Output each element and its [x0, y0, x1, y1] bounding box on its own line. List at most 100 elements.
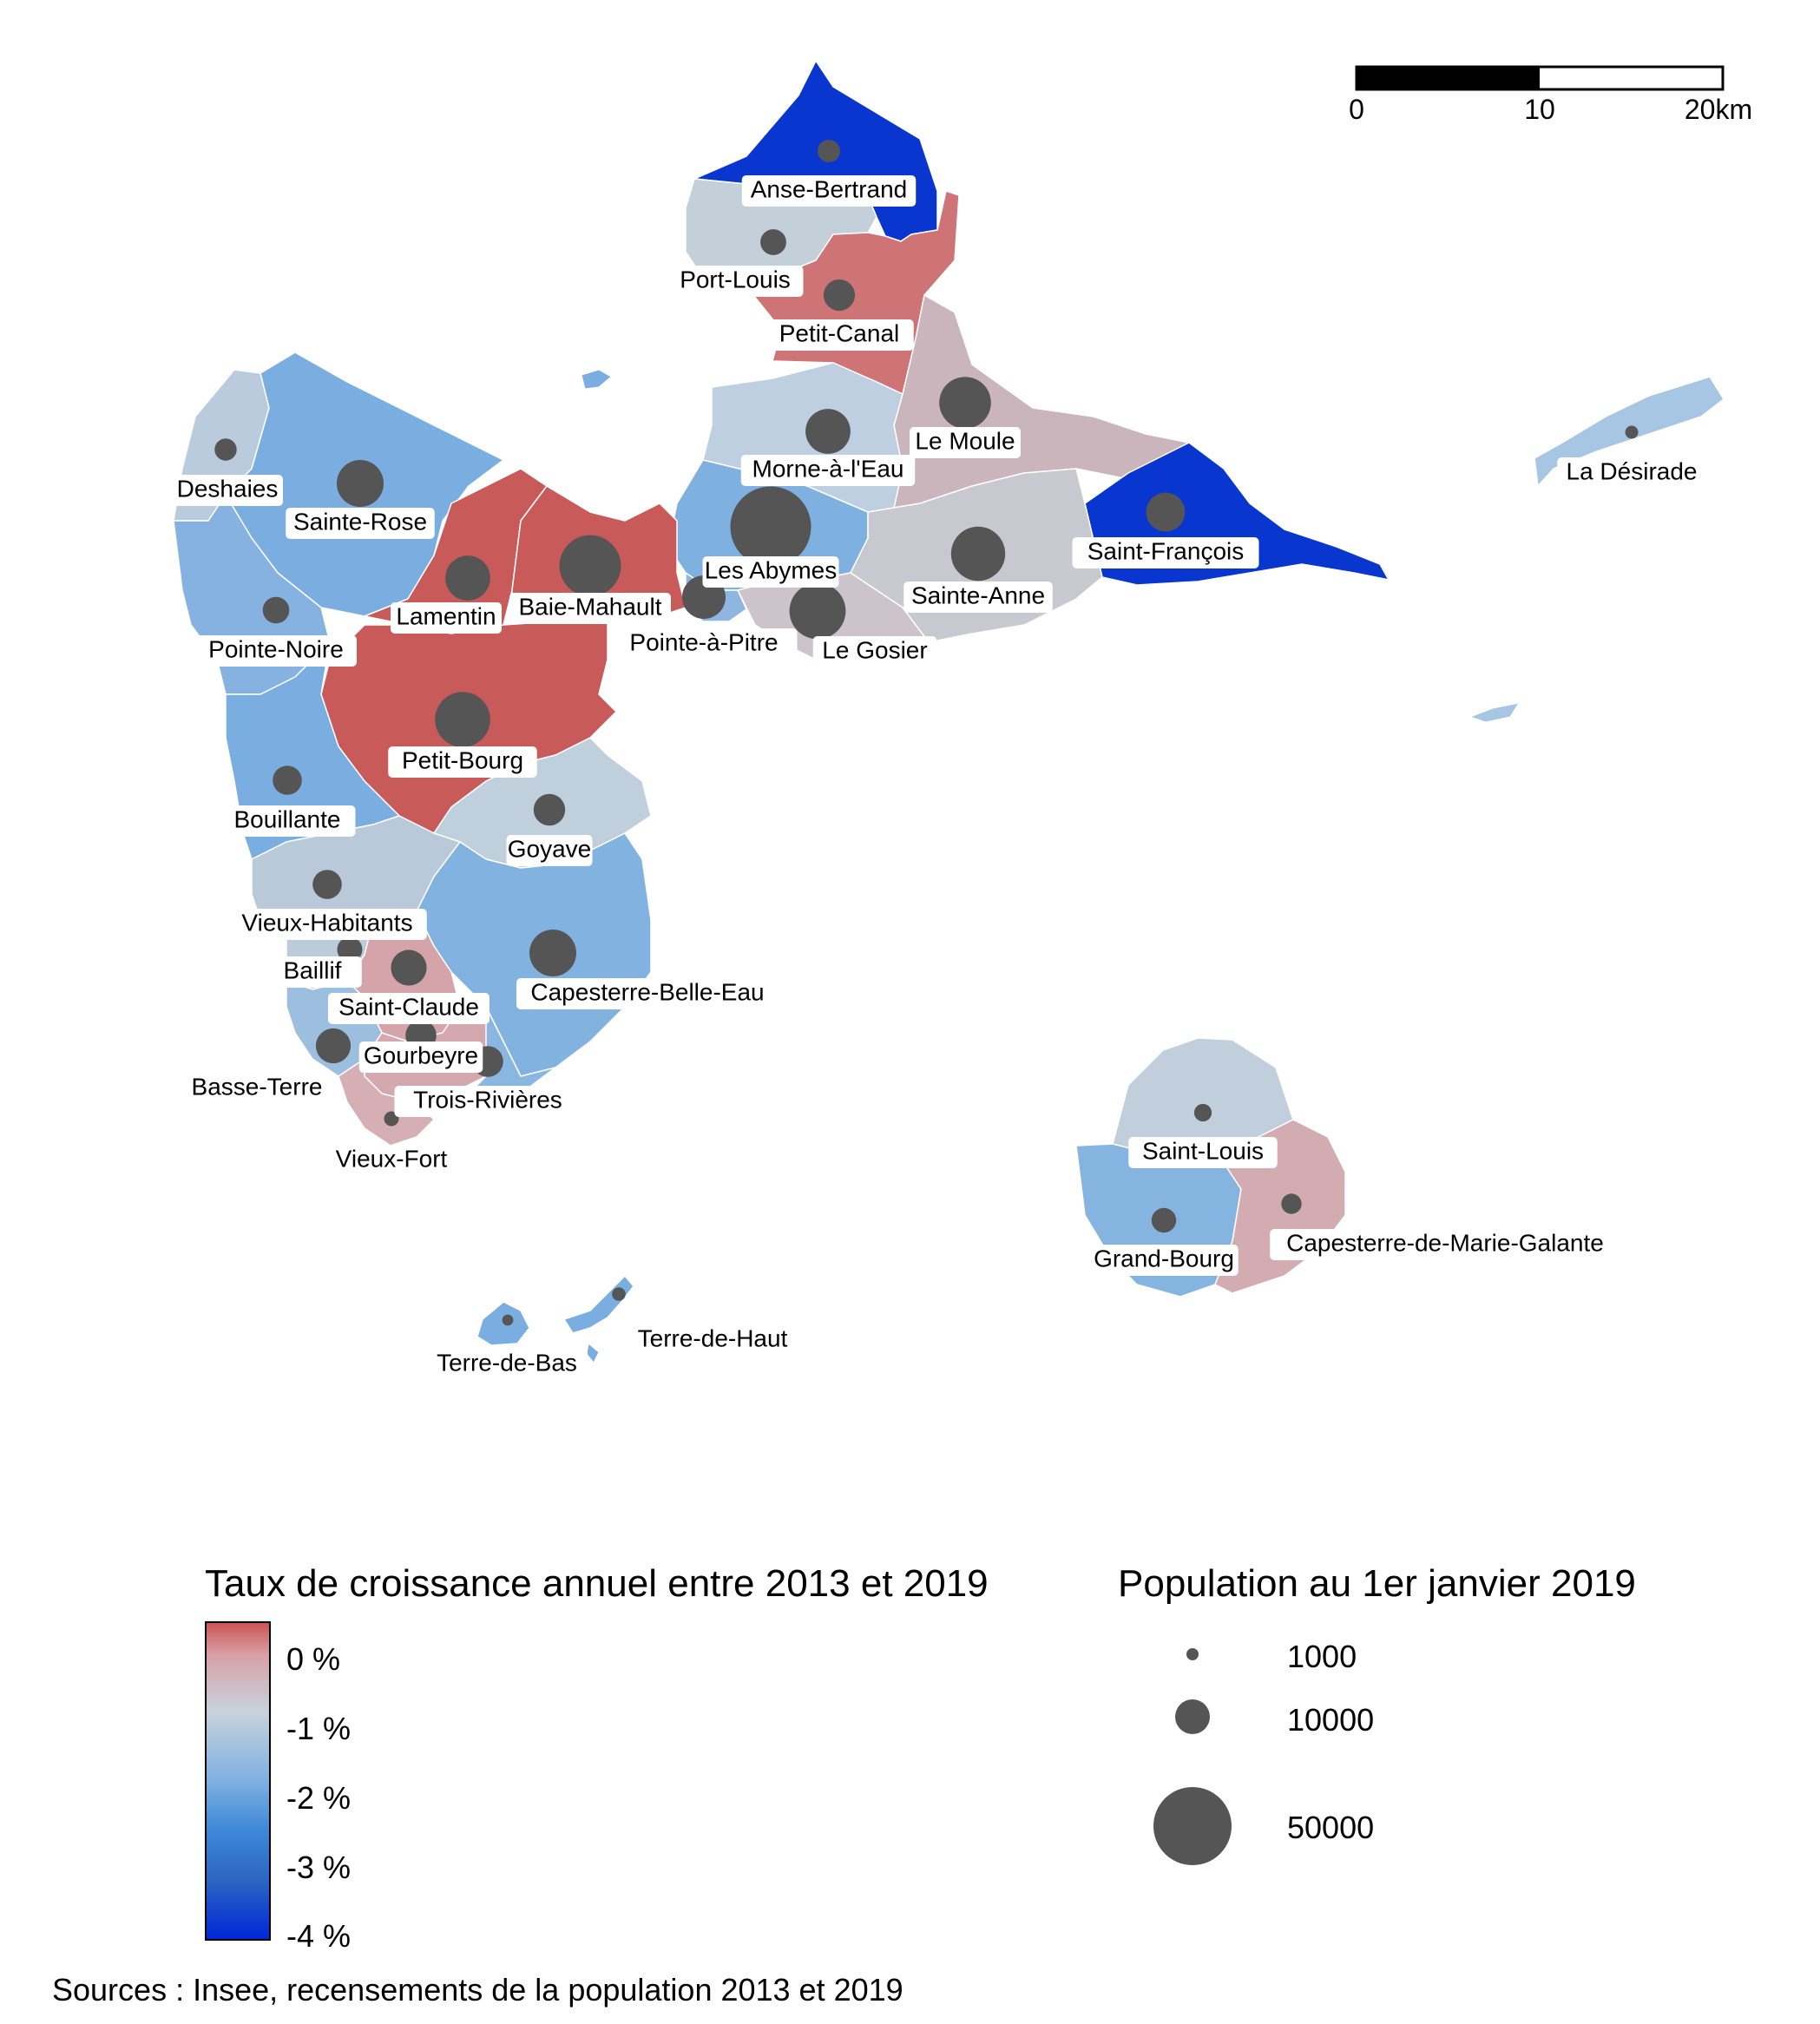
label-background — [227, 909, 427, 940]
population-dot-le-gosier — [789, 582, 846, 640]
label-lamentin: Lamentin — [391, 602, 502, 634]
label-background — [394, 1086, 581, 1117]
commune-name: La Désirade — [1567, 457, 1698, 484]
commune-name: Baie-Mahault — [519, 593, 662, 620]
label-morne-a-l-eau: Morne-à-l'Eau — [740, 455, 916, 486]
label-gourbeyre: Gourbeyre — [358, 1042, 483, 1073]
label-vieux-fort: Vieux-Fort — [323, 1145, 460, 1176]
label-background — [740, 455, 916, 486]
population-dot-saint-francois — [1146, 492, 1186, 532]
legend-population-val-1000: 1000 — [1287, 1639, 1357, 1674]
label-background — [388, 746, 537, 778]
label-background — [702, 556, 839, 588]
commune-name: Capesterre-Belle-Eau — [530, 978, 764, 1005]
commune-name: Trois-Rivières — [413, 1086, 562, 1113]
population-dot-sainte-rose — [337, 460, 384, 507]
label-background — [812, 636, 937, 667]
commune-name: Vieux-Fort — [336, 1145, 448, 1172]
commune-labels: Anse-Bertrand Port-Louis Petit-Canal Le Mou… — [172, 175, 1706, 1380]
population-dot-anse-bertrand — [818, 140, 840, 162]
legend-growth-tick-minus4: -4 % — [286, 1918, 352, 1954]
islet-north — [581, 369, 612, 390]
commune-name: Terre-de-Haut — [638, 1324, 788, 1351]
label-saint-claude: Saint-Claude — [328, 993, 489, 1024]
label-background — [323, 1145, 460, 1176]
label-background — [391, 602, 502, 634]
label-basse-terre: Basse-Terre — [182, 1073, 332, 1104]
label-grand-bourg: Grand-Bourg — [1089, 1245, 1239, 1276]
population-dot-goyave — [533, 793, 566, 826]
population-dot-grand-bourg — [1151, 1207, 1177, 1233]
population-dot-bouillante — [273, 766, 302, 795]
commune-name: Baillif — [284, 956, 342, 983]
legend-dot-50000 — [1153, 1787, 1232, 1865]
population-dot-deshaies — [214, 438, 237, 461]
commune-name: Pointe-à-Pitre — [629, 628, 778, 655]
label-deshaies: Deshaies — [172, 475, 283, 506]
scale-label-10: 10 — [1524, 94, 1555, 125]
label-petit-bourg: Petit-Bourg — [388, 746, 537, 778]
legend-population-val-10000: 10000 — [1287, 1702, 1375, 1738]
label-le-gosier: Le Gosier — [812, 636, 937, 667]
label-background — [195, 635, 357, 667]
label-background — [1270, 1229, 1620, 1260]
label-background — [172, 475, 283, 506]
commune-name: Deshaies — [177, 475, 279, 502]
commune-name: Basse-Terre — [192, 1073, 323, 1100]
label-saint-francois: Saint-François — [1072, 537, 1259, 568]
legend-growth-colorbar — [205, 1621, 271, 1941]
population-dot-vieux-habitants — [312, 870, 342, 899]
label-background — [1128, 1137, 1278, 1168]
commune-name: Anse-Bertrand — [751, 175, 908, 202]
population-dot-pointe-noire — [262, 596, 290, 624]
label-capesterre-belle-eau: Capesterre-Belle-Eau — [516, 978, 779, 1009]
commune-name: Sainte-Anne — [911, 582, 1045, 608]
label-sainte-rose: Sainte-Rose — [286, 508, 435, 539]
commune-name: Grand-Bourg — [1094, 1245, 1234, 1272]
label-background — [765, 319, 914, 351]
label-pointe-a-pitre: Pointe-à-Pitre — [610, 628, 798, 660]
population-dot-le-moule — [939, 377, 991, 429]
population-dot-sainte-anne — [950, 526, 1006, 582]
label-saint-louis: Saint-Louis — [1128, 1137, 1278, 1168]
region-terre-de-haut — [563, 1275, 634, 1334]
population-dot-petit-bourg — [435, 692, 490, 747]
legend-population-title: Population au 1er janvier 2019 — [1118, 1562, 1636, 1605]
legend-growth-tick-0: 0 % — [286, 1641, 341, 1677]
label-background — [506, 835, 593, 866]
label-background — [1557, 457, 1706, 489]
label-le-moule: Le Moule — [910, 427, 1021, 458]
population-dot-petit-canal — [823, 279, 856, 312]
region-terre-de-bas — [476, 1301, 530, 1346]
label-background — [509, 593, 671, 624]
label-capesterre-de-marie-galante: Capesterre-de-Marie-Galante — [1270, 1229, 1620, 1260]
legend-growth-title: Taux de croissance annuel entre 2013 et … — [205, 1562, 989, 1605]
label-background — [903, 582, 1053, 613]
population-dot-capesterre-de-marie-galante — [1281, 1193, 1302, 1214]
sources-note: Sources : Insee, recensements de la popu… — [52, 1972, 903, 2008]
label-la-desirade: La Désirade — [1557, 457, 1706, 489]
commune-name: Sainte-Rose — [293, 508, 427, 535]
label-vieux-habitants: Vieux-Habitants — [227, 909, 427, 940]
label-background — [286, 508, 435, 539]
commune-name: Saint-Louis — [1142, 1137, 1264, 1164]
commune-name: Morne-à-l'Eau — [752, 455, 904, 482]
population-dot-port-louis — [760, 229, 786, 255]
commune-name: Lamentin — [396, 602, 496, 629]
label-background — [358, 1042, 483, 1073]
commune-name: Pointe-Noire — [208, 635, 344, 662]
population-dot-capesterre-belle-eau — [529, 930, 576, 976]
population-dot-baie-mahault — [559, 535, 621, 597]
commune-name: Saint-Claude — [338, 993, 479, 1020]
legend-growth-tick-minus2: -2 % — [286, 1780, 352, 1816]
population-dot-basse-terre — [315, 1028, 352, 1064]
label-background — [667, 266, 804, 297]
legend-growth-tick-minus3: -3 % — [286, 1850, 352, 1885]
legend-population-symbols — [1153, 1648, 1232, 1865]
population-dot-morne-a-l-eau — [805, 409, 851, 454]
label-baie-mahault: Baie-Mahault — [509, 593, 671, 624]
label-background — [219, 805, 356, 837]
label-baillif: Baillif — [263, 956, 362, 988]
scale-label-20km: 20km — [1685, 94, 1752, 125]
commune-name: Le Gosier — [822, 636, 927, 663]
